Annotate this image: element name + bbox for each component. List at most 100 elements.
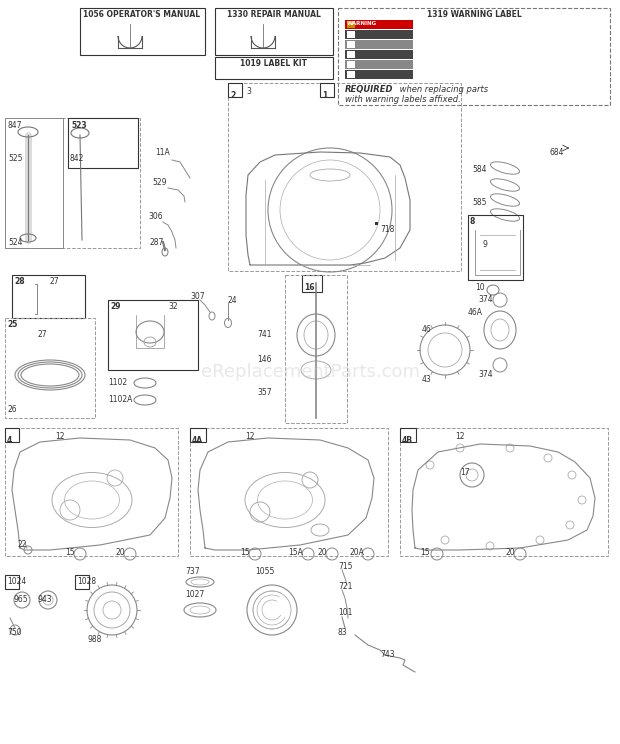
Text: 847: 847 — [8, 121, 22, 130]
Bar — [228, 83, 242, 97]
Bar — [347, 61, 355, 68]
Text: 46: 46 — [422, 325, 432, 334]
Text: 15A: 15A — [288, 548, 303, 557]
Bar — [400, 428, 608, 556]
Bar — [468, 215, 523, 280]
Bar — [190, 428, 206, 442]
Text: 1055: 1055 — [255, 567, 275, 576]
Bar — [345, 30, 413, 39]
Text: 743: 743 — [380, 650, 394, 659]
Text: 842: 842 — [70, 154, 84, 163]
Bar — [75, 575, 89, 589]
Bar — [345, 20, 413, 29]
Bar — [347, 71, 355, 78]
Bar — [68, 118, 138, 168]
Text: 2: 2 — [230, 91, 235, 100]
Text: 988: 988 — [88, 635, 102, 644]
Bar — [400, 428, 416, 442]
Bar — [108, 300, 198, 370]
Text: 715: 715 — [338, 562, 353, 571]
Text: 721: 721 — [338, 582, 352, 591]
Text: 750: 750 — [7, 628, 22, 637]
Text: 529: 529 — [152, 178, 167, 187]
Text: 24: 24 — [228, 296, 237, 305]
Text: 101: 101 — [338, 608, 352, 617]
Bar — [302, 275, 322, 292]
Text: 374: 374 — [478, 295, 493, 304]
Bar — [345, 40, 413, 49]
Text: 12: 12 — [245, 432, 254, 441]
Bar — [5, 428, 178, 556]
Text: 1027: 1027 — [185, 590, 204, 599]
Text: 12: 12 — [55, 432, 64, 441]
Text: 374: 374 — [478, 370, 493, 379]
Text: 20A: 20A — [350, 548, 365, 557]
Text: 8: 8 — [470, 217, 476, 226]
Bar — [345, 50, 413, 59]
Text: 15: 15 — [65, 548, 74, 557]
Text: 9: 9 — [482, 240, 487, 249]
Text: 15: 15 — [420, 548, 430, 557]
Bar — [347, 21, 355, 28]
Text: 306: 306 — [148, 212, 162, 221]
Text: 22: 22 — [18, 540, 27, 549]
Text: 4A: 4A — [192, 436, 203, 445]
Text: 146: 146 — [257, 355, 272, 364]
Text: 43: 43 — [422, 375, 432, 384]
Bar — [285, 275, 347, 423]
Text: 28: 28 — [14, 277, 25, 286]
Text: 307: 307 — [190, 292, 205, 301]
Text: 737: 737 — [185, 567, 200, 576]
Text: 26: 26 — [7, 405, 17, 414]
Text: 1024: 1024 — [7, 577, 26, 586]
Text: 20: 20 — [115, 548, 125, 557]
Text: 46A: 46A — [468, 308, 483, 317]
Bar — [12, 275, 85, 318]
Text: 357: 357 — [257, 388, 272, 397]
Text: 27: 27 — [50, 277, 60, 286]
Text: 29: 29 — [110, 302, 120, 311]
Text: 17: 17 — [460, 468, 469, 477]
Text: 741: 741 — [257, 330, 272, 339]
Text: 16: 16 — [304, 283, 314, 292]
Bar — [375, 222, 378, 225]
Text: 25: 25 — [7, 320, 17, 329]
Text: 1319 WARNING LABEL: 1319 WARNING LABEL — [427, 10, 521, 19]
Text: 20: 20 — [505, 548, 515, 557]
Text: 965: 965 — [13, 595, 28, 604]
Text: 83: 83 — [338, 628, 348, 637]
Bar — [5, 318, 95, 418]
Bar — [228, 83, 461, 271]
Text: 4: 4 — [7, 436, 12, 445]
Text: 20: 20 — [318, 548, 327, 557]
Bar — [345, 70, 413, 79]
Text: 11A: 11A — [155, 148, 170, 157]
Text: 584: 584 — [472, 165, 487, 174]
Bar — [215, 8, 333, 55]
Text: 1019 LABEL KIT: 1019 LABEL KIT — [241, 59, 308, 68]
Text: 12: 12 — [455, 432, 464, 441]
Text: 4B: 4B — [402, 436, 413, 445]
Text: 3: 3 — [246, 86, 251, 95]
Bar — [80, 8, 205, 55]
Text: 585: 585 — [472, 198, 487, 207]
Bar — [345, 60, 413, 69]
Bar — [5, 118, 140, 248]
Text: with warning labels affixed.: with warning labels affixed. — [345, 95, 461, 104]
Text: 15: 15 — [240, 548, 250, 557]
Bar — [320, 83, 334, 97]
Text: 32: 32 — [168, 302, 177, 311]
Text: 1: 1 — [322, 91, 327, 100]
Text: eReplacementParts.com: eReplacementParts.com — [200, 363, 420, 381]
Text: 287: 287 — [150, 238, 164, 247]
Text: 1028: 1028 — [77, 577, 96, 586]
Bar — [5, 428, 19, 442]
Text: 523: 523 — [71, 121, 87, 130]
Text: 10: 10 — [475, 283, 485, 292]
Text: 684: 684 — [550, 148, 564, 157]
Bar — [347, 51, 355, 58]
Text: 525: 525 — [8, 154, 22, 163]
Text: REQUIRED: REQUIRED — [345, 85, 394, 94]
Bar — [338, 8, 610, 105]
Text: 1056 OPERATOR'S MANUAL: 1056 OPERATOR'S MANUAL — [84, 10, 200, 19]
